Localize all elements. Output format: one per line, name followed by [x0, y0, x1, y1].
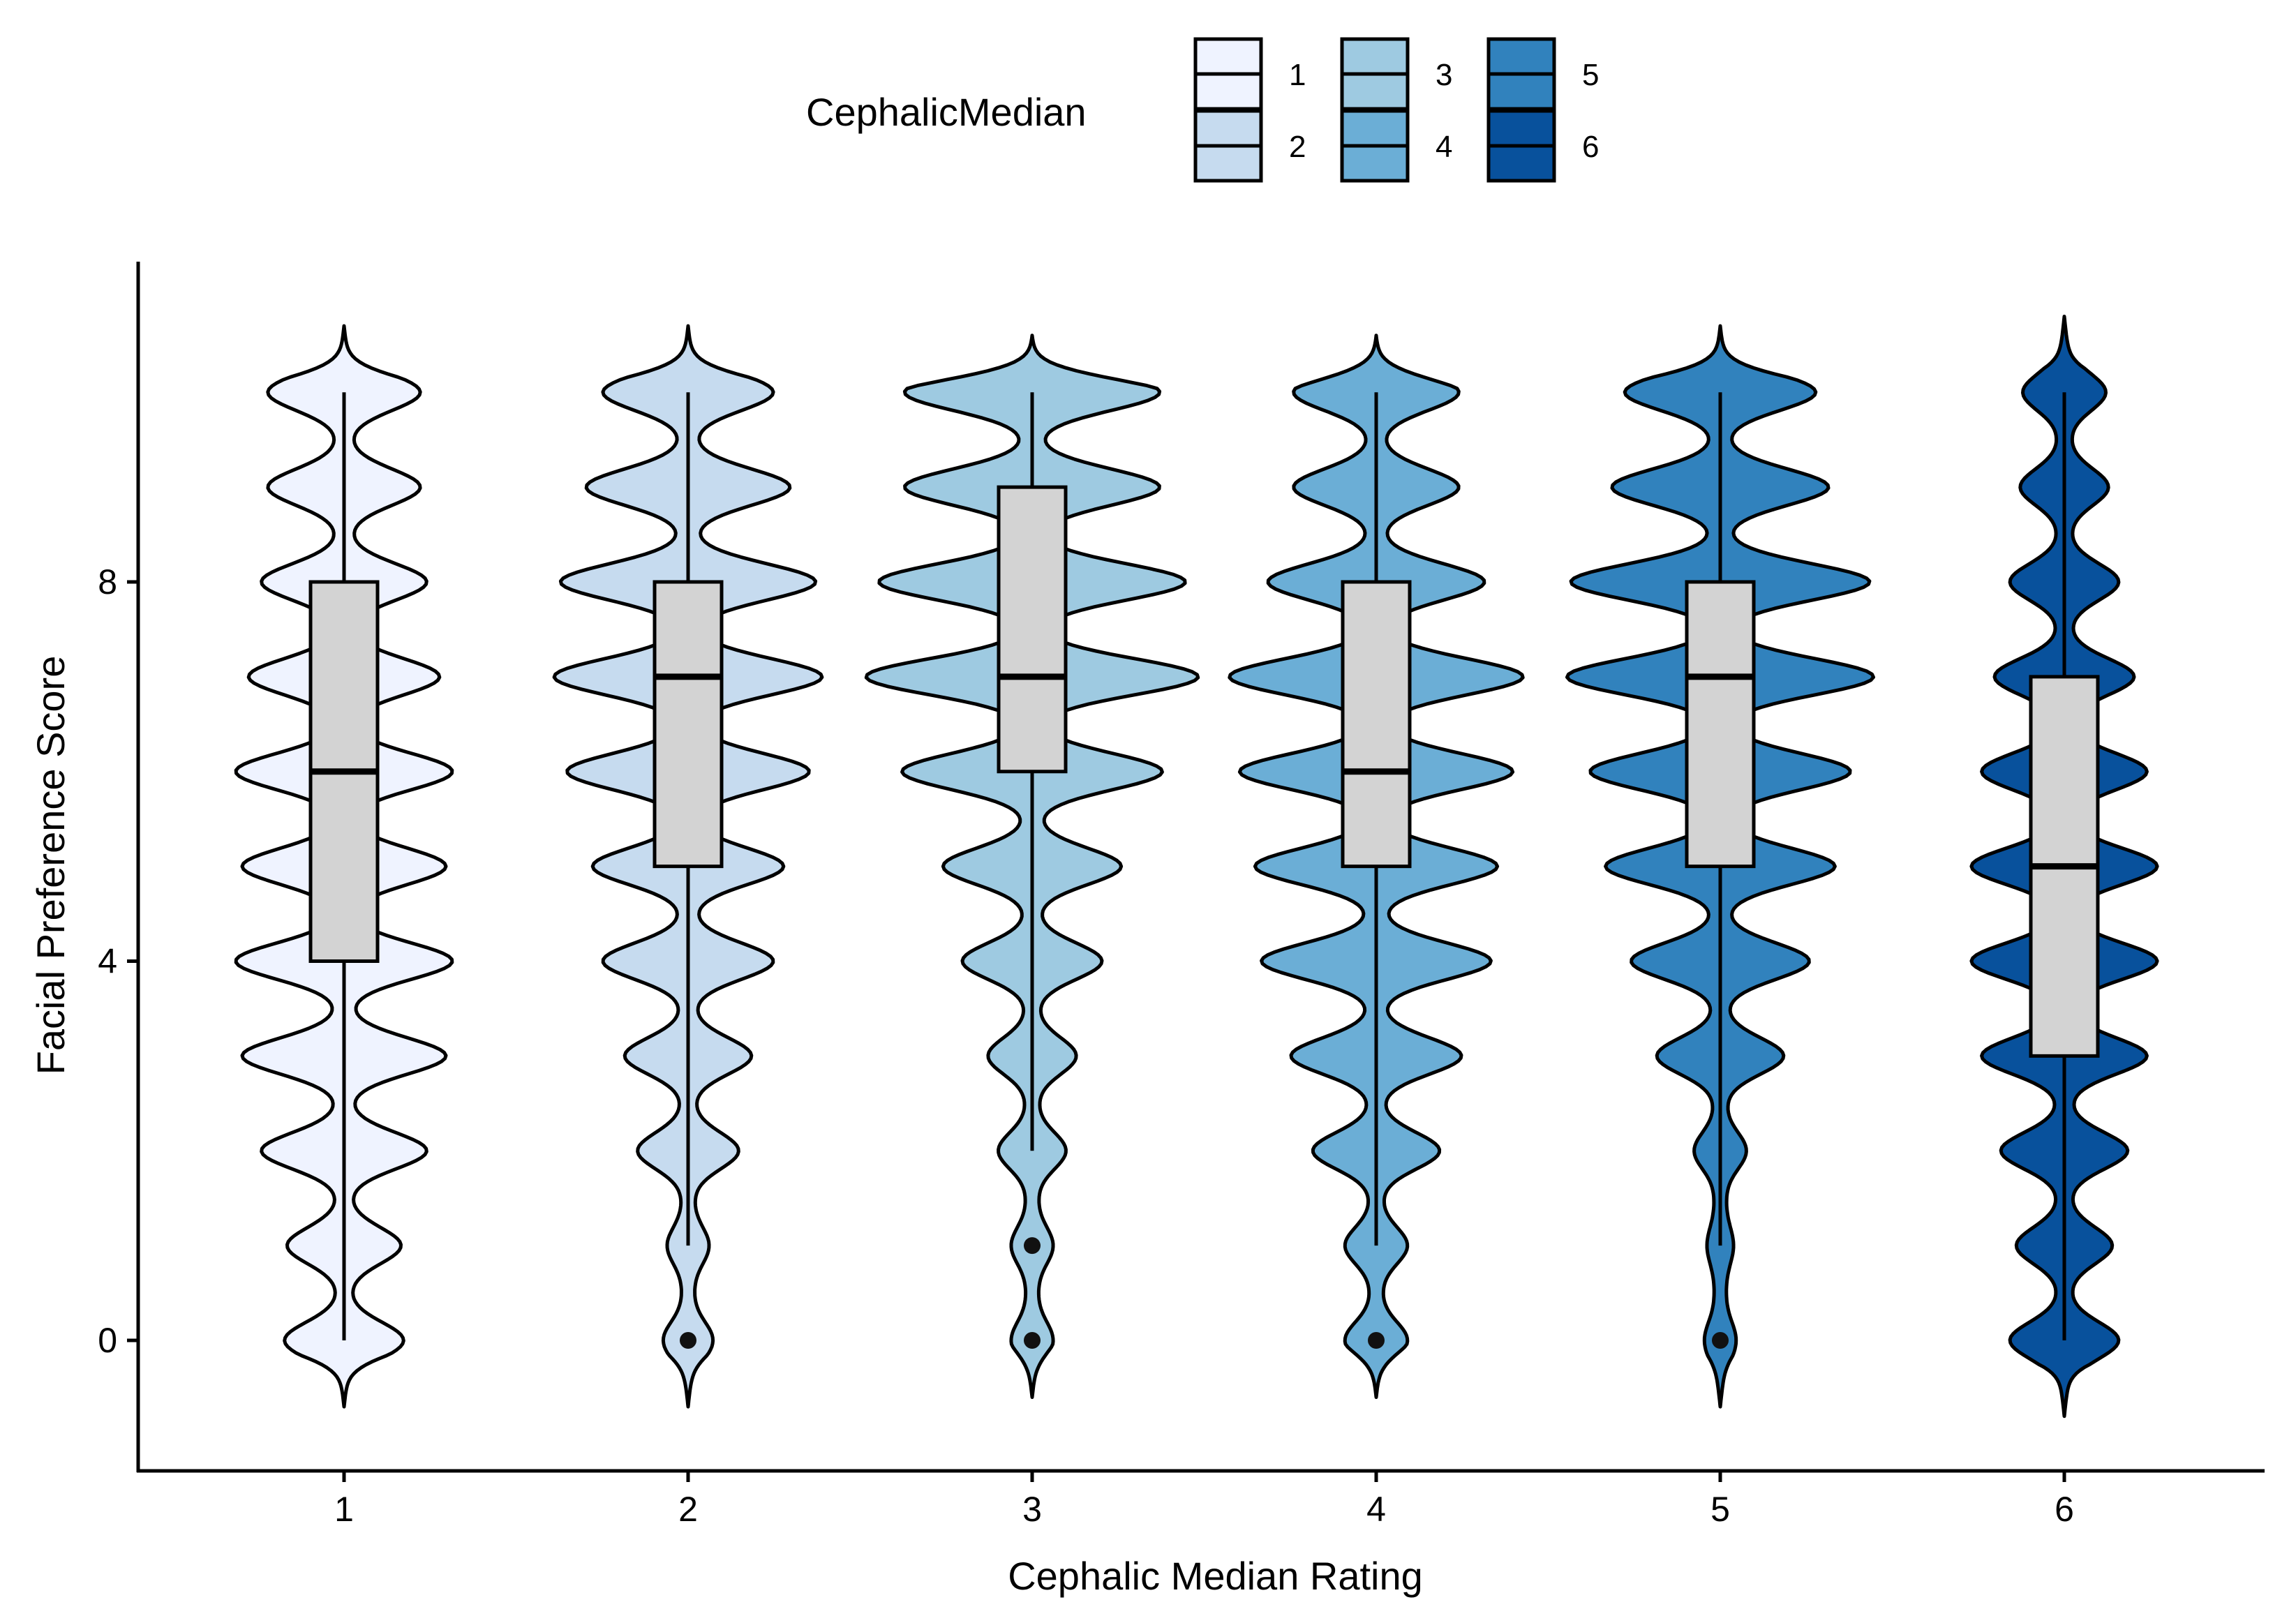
outlier-point-3-1 [1024, 1237, 1041, 1255]
legend-label-2: 2 [1289, 130, 1306, 164]
x-tick-label-4: 4 [1366, 1490, 1386, 1529]
plot-area [234, 315, 2159, 1419]
x-tick-label-5: 5 [1710, 1490, 1730, 1529]
outlier-point-5-0 [1712, 1332, 1729, 1349]
y-tick-label-4: 4 [98, 942, 117, 981]
legend-label-3: 3 [1436, 58, 1452, 92]
box-3 [997, 485, 1068, 774]
outlier-point-4-0 [1368, 1332, 1385, 1349]
legend-label-6: 6 [1582, 130, 1599, 164]
x-tick-label-3: 3 [1022, 1490, 1042, 1529]
legend-label-1: 1 [1289, 58, 1306, 92]
axes: Cephalic Median Rating Facial Preference… [29, 262, 2265, 1598]
outlier-point-3-0 [1024, 1332, 1041, 1349]
box-2 [653, 580, 724, 869]
legend-label-5: 5 [1582, 58, 1599, 92]
y-tick-label-8: 8 [98, 562, 117, 601]
x-tick-label-6: 6 [2055, 1490, 2074, 1529]
x-tick-label-2: 2 [678, 1490, 698, 1529]
box-5 [1685, 580, 1756, 869]
y-axis-title: Facial Preference Score [29, 656, 73, 1075]
legend: CephalicMedian 1 2 3 4 5 6 [806, 37, 1599, 183]
legend-label-4: 4 [1436, 130, 1452, 164]
x-axis-title: Cephalic Median Rating [1008, 1554, 1423, 1598]
x-tick-label-1: 1 [334, 1490, 354, 1529]
y-tick-label-0: 0 [98, 1321, 117, 1360]
legend-title: CephalicMedian [806, 90, 1087, 134]
outlier-point-2-0 [680, 1332, 696, 1349]
box-4 [1341, 580, 1412, 869]
